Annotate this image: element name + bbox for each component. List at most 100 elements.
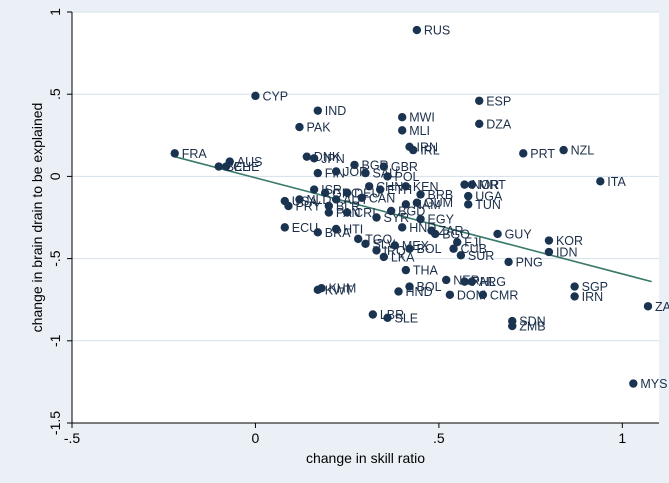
point-label: IDN xyxy=(556,246,578,260)
point-label: POL xyxy=(395,170,420,184)
data-point xyxy=(342,208,352,217)
data-point xyxy=(353,234,363,244)
data-point xyxy=(313,168,323,178)
point-label: SYR xyxy=(384,211,410,225)
data-point xyxy=(379,162,389,171)
point-label: NOR xyxy=(472,178,500,192)
data-point xyxy=(467,180,477,189)
data-point xyxy=(475,96,484,105)
point-label: CRI xyxy=(354,206,376,220)
point-label: KOR xyxy=(556,234,583,248)
data-point xyxy=(453,237,462,247)
point-label: PHL xyxy=(472,275,496,289)
data-point xyxy=(280,223,289,232)
data-point xyxy=(372,213,381,222)
point-label: SDN xyxy=(519,315,545,329)
data-point xyxy=(401,182,411,191)
x-tick-label: 0 xyxy=(252,430,260,446)
point-label: FRA xyxy=(182,147,208,161)
data-point xyxy=(401,265,411,275)
data-point xyxy=(331,195,341,204)
point-label: AUS xyxy=(237,155,263,169)
data-point xyxy=(324,201,334,211)
data-point xyxy=(357,193,367,202)
point-label: BOL xyxy=(417,242,442,256)
data-point xyxy=(295,195,304,204)
point-label: ETH xyxy=(387,183,412,197)
data-point xyxy=(309,154,319,163)
data-point xyxy=(214,162,223,171)
point-label: BRB xyxy=(428,188,454,202)
point-label: GUM xyxy=(424,196,453,210)
y-axis-label: change in brain drain to be explained xyxy=(29,103,45,333)
point-label: BGD xyxy=(398,204,425,218)
point-label: MYS xyxy=(640,377,667,391)
data-point xyxy=(596,177,605,186)
data-point xyxy=(295,122,304,132)
x-axis-label: change in skill ratio xyxy=(306,450,425,466)
y-tick-label: 1 xyxy=(47,8,63,16)
data-point xyxy=(251,91,260,101)
data-point xyxy=(445,290,455,299)
point-label: PNG xyxy=(516,255,543,269)
point-label: HND xyxy=(406,285,433,299)
data-point xyxy=(431,229,440,239)
data-point xyxy=(364,182,374,191)
point-label: BLR xyxy=(336,199,360,213)
data-point xyxy=(570,292,579,301)
point-label: KWT xyxy=(325,283,353,297)
point-label: UGA xyxy=(475,190,503,204)
data-point xyxy=(467,277,477,286)
point-label: HTI xyxy=(343,223,363,237)
point-label: NAM xyxy=(413,198,441,212)
point-label: DOM xyxy=(457,288,486,302)
data-point xyxy=(478,290,488,299)
data-point xyxy=(320,188,330,198)
y-tick-label: -1 xyxy=(47,334,63,347)
point-label: PRY xyxy=(295,199,321,213)
point-label: ESP xyxy=(486,94,511,108)
data-point xyxy=(405,244,414,253)
data-point xyxy=(361,239,370,249)
point-label: DNK xyxy=(314,150,341,164)
point-label: MWI xyxy=(409,111,435,125)
point-label: RUS xyxy=(424,24,450,38)
point-label: NZL xyxy=(571,144,595,158)
y-tick-label: -.5 xyxy=(47,250,63,267)
point-label: ZAF xyxy=(655,300,669,314)
data-point xyxy=(405,282,414,291)
point-label: TUN xyxy=(475,198,501,212)
data-point xyxy=(390,241,400,250)
point-label: LKA xyxy=(391,250,415,264)
data-point xyxy=(368,310,378,319)
point-label: IND xyxy=(325,104,347,118)
data-point xyxy=(570,282,579,291)
point-label: KHM xyxy=(328,282,356,296)
point-label: SUR xyxy=(468,249,494,263)
point-label: ECU xyxy=(292,221,318,235)
data-point xyxy=(284,201,293,211)
point-label: JOR xyxy=(343,165,368,179)
data-point xyxy=(508,321,517,331)
data-point xyxy=(379,252,389,262)
point-label: FJI xyxy=(464,236,481,250)
data-point xyxy=(416,190,425,199)
data-point xyxy=(361,168,370,178)
point-label: ITA xyxy=(607,175,626,189)
data-point xyxy=(464,200,473,209)
point-label: ZAR xyxy=(439,224,464,238)
point-label: CAN xyxy=(369,191,395,205)
data-point xyxy=(331,167,341,176)
data-point xyxy=(493,229,502,239)
point-label: CUB xyxy=(461,242,487,256)
point-label: JPN xyxy=(321,152,345,166)
data-point xyxy=(442,275,451,285)
point-label: IRN xyxy=(582,290,604,304)
y-tick-label: -1.5 xyxy=(47,411,63,435)
data-point xyxy=(350,160,359,170)
point-label: SGP xyxy=(582,280,608,294)
data-point xyxy=(544,247,554,257)
point-label: IRQ xyxy=(384,244,407,258)
data-point xyxy=(313,228,323,237)
